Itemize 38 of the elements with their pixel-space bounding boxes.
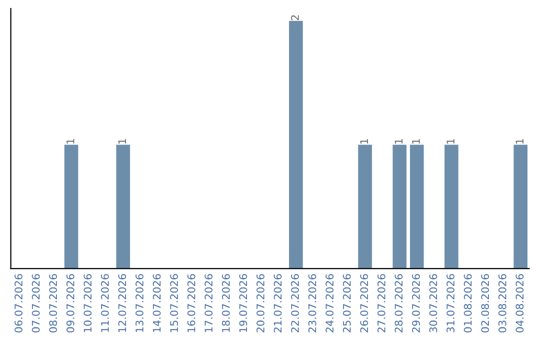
data-label: 1 bbox=[412, 139, 420, 144]
x-tick-label: 23.07.2026 bbox=[308, 274, 316, 332]
x-tick-label: 17.07.2026 bbox=[204, 274, 213, 332]
data-label: 1 bbox=[394, 139, 402, 144]
x-tick-label: 07.07.2026 bbox=[32, 274, 40, 332]
x-tick-label: 24.07.2026 bbox=[326, 274, 334, 332]
x-tick-label: 28.07.2026 bbox=[394, 274, 403, 332]
x-tick-label: 31.07.2026 bbox=[446, 274, 454, 332]
x-tick-label: 26.07.2026 bbox=[360, 274, 368, 332]
x-tick-label: 02.08.2026 bbox=[481, 274, 490, 332]
x-tick-label: 12.07.2026 bbox=[118, 274, 126, 332]
data-label: 1 bbox=[66, 139, 74, 144]
x-tick-label: 21.07.2026 bbox=[274, 274, 282, 332]
data-label: 1 bbox=[446, 139, 454, 144]
data-label: 1 bbox=[118, 139, 126, 144]
x-tick-label: 06.07.2026 bbox=[14, 274, 22, 332]
x-tick-label: 01.08.2026 bbox=[464, 274, 472, 332]
x-tick-label: 09.07.2026 bbox=[66, 274, 74, 332]
x-tick-label: 22.07.2026 bbox=[291, 274, 299, 332]
x-tick-label: 13.07.2026 bbox=[136, 274, 144, 332]
x-tick-label: 04.08.2026 bbox=[516, 274, 524, 332]
x-tick-label: 16.07.2026 bbox=[187, 274, 196, 332]
data-label: 2 bbox=[291, 15, 299, 20]
x-tick-label: 14.07.2026 bbox=[152, 274, 161, 332]
x-tick-label: 19.07.2026 bbox=[239, 274, 248, 332]
x-tick-label: 15.07.2026 bbox=[170, 274, 178, 332]
data-label: 1 bbox=[516, 139, 524, 144]
data-label: 1 bbox=[360, 139, 368, 144]
x-tick-label: 10.07.2026 bbox=[84, 274, 92, 332]
x-tick-label: 25.07.2026 bbox=[342, 274, 351, 332]
x-tick-label: 29.07.2026 bbox=[412, 274, 420, 332]
x-tick-label: 18.07.2026 bbox=[222, 274, 230, 332]
x-tick-label: 03.08.2026 bbox=[498, 274, 506, 332]
x-tick-label: 27.07.2026 bbox=[377, 274, 386, 332]
x-tick-label: 08.07.2026 bbox=[49, 274, 58, 332]
x-tick-label: 30.07.2026 bbox=[429, 274, 438, 332]
x-tick-label: 11.07.2026 bbox=[100, 274, 109, 332]
x-tick-label: 20.07.2026 bbox=[256, 274, 264, 332]
